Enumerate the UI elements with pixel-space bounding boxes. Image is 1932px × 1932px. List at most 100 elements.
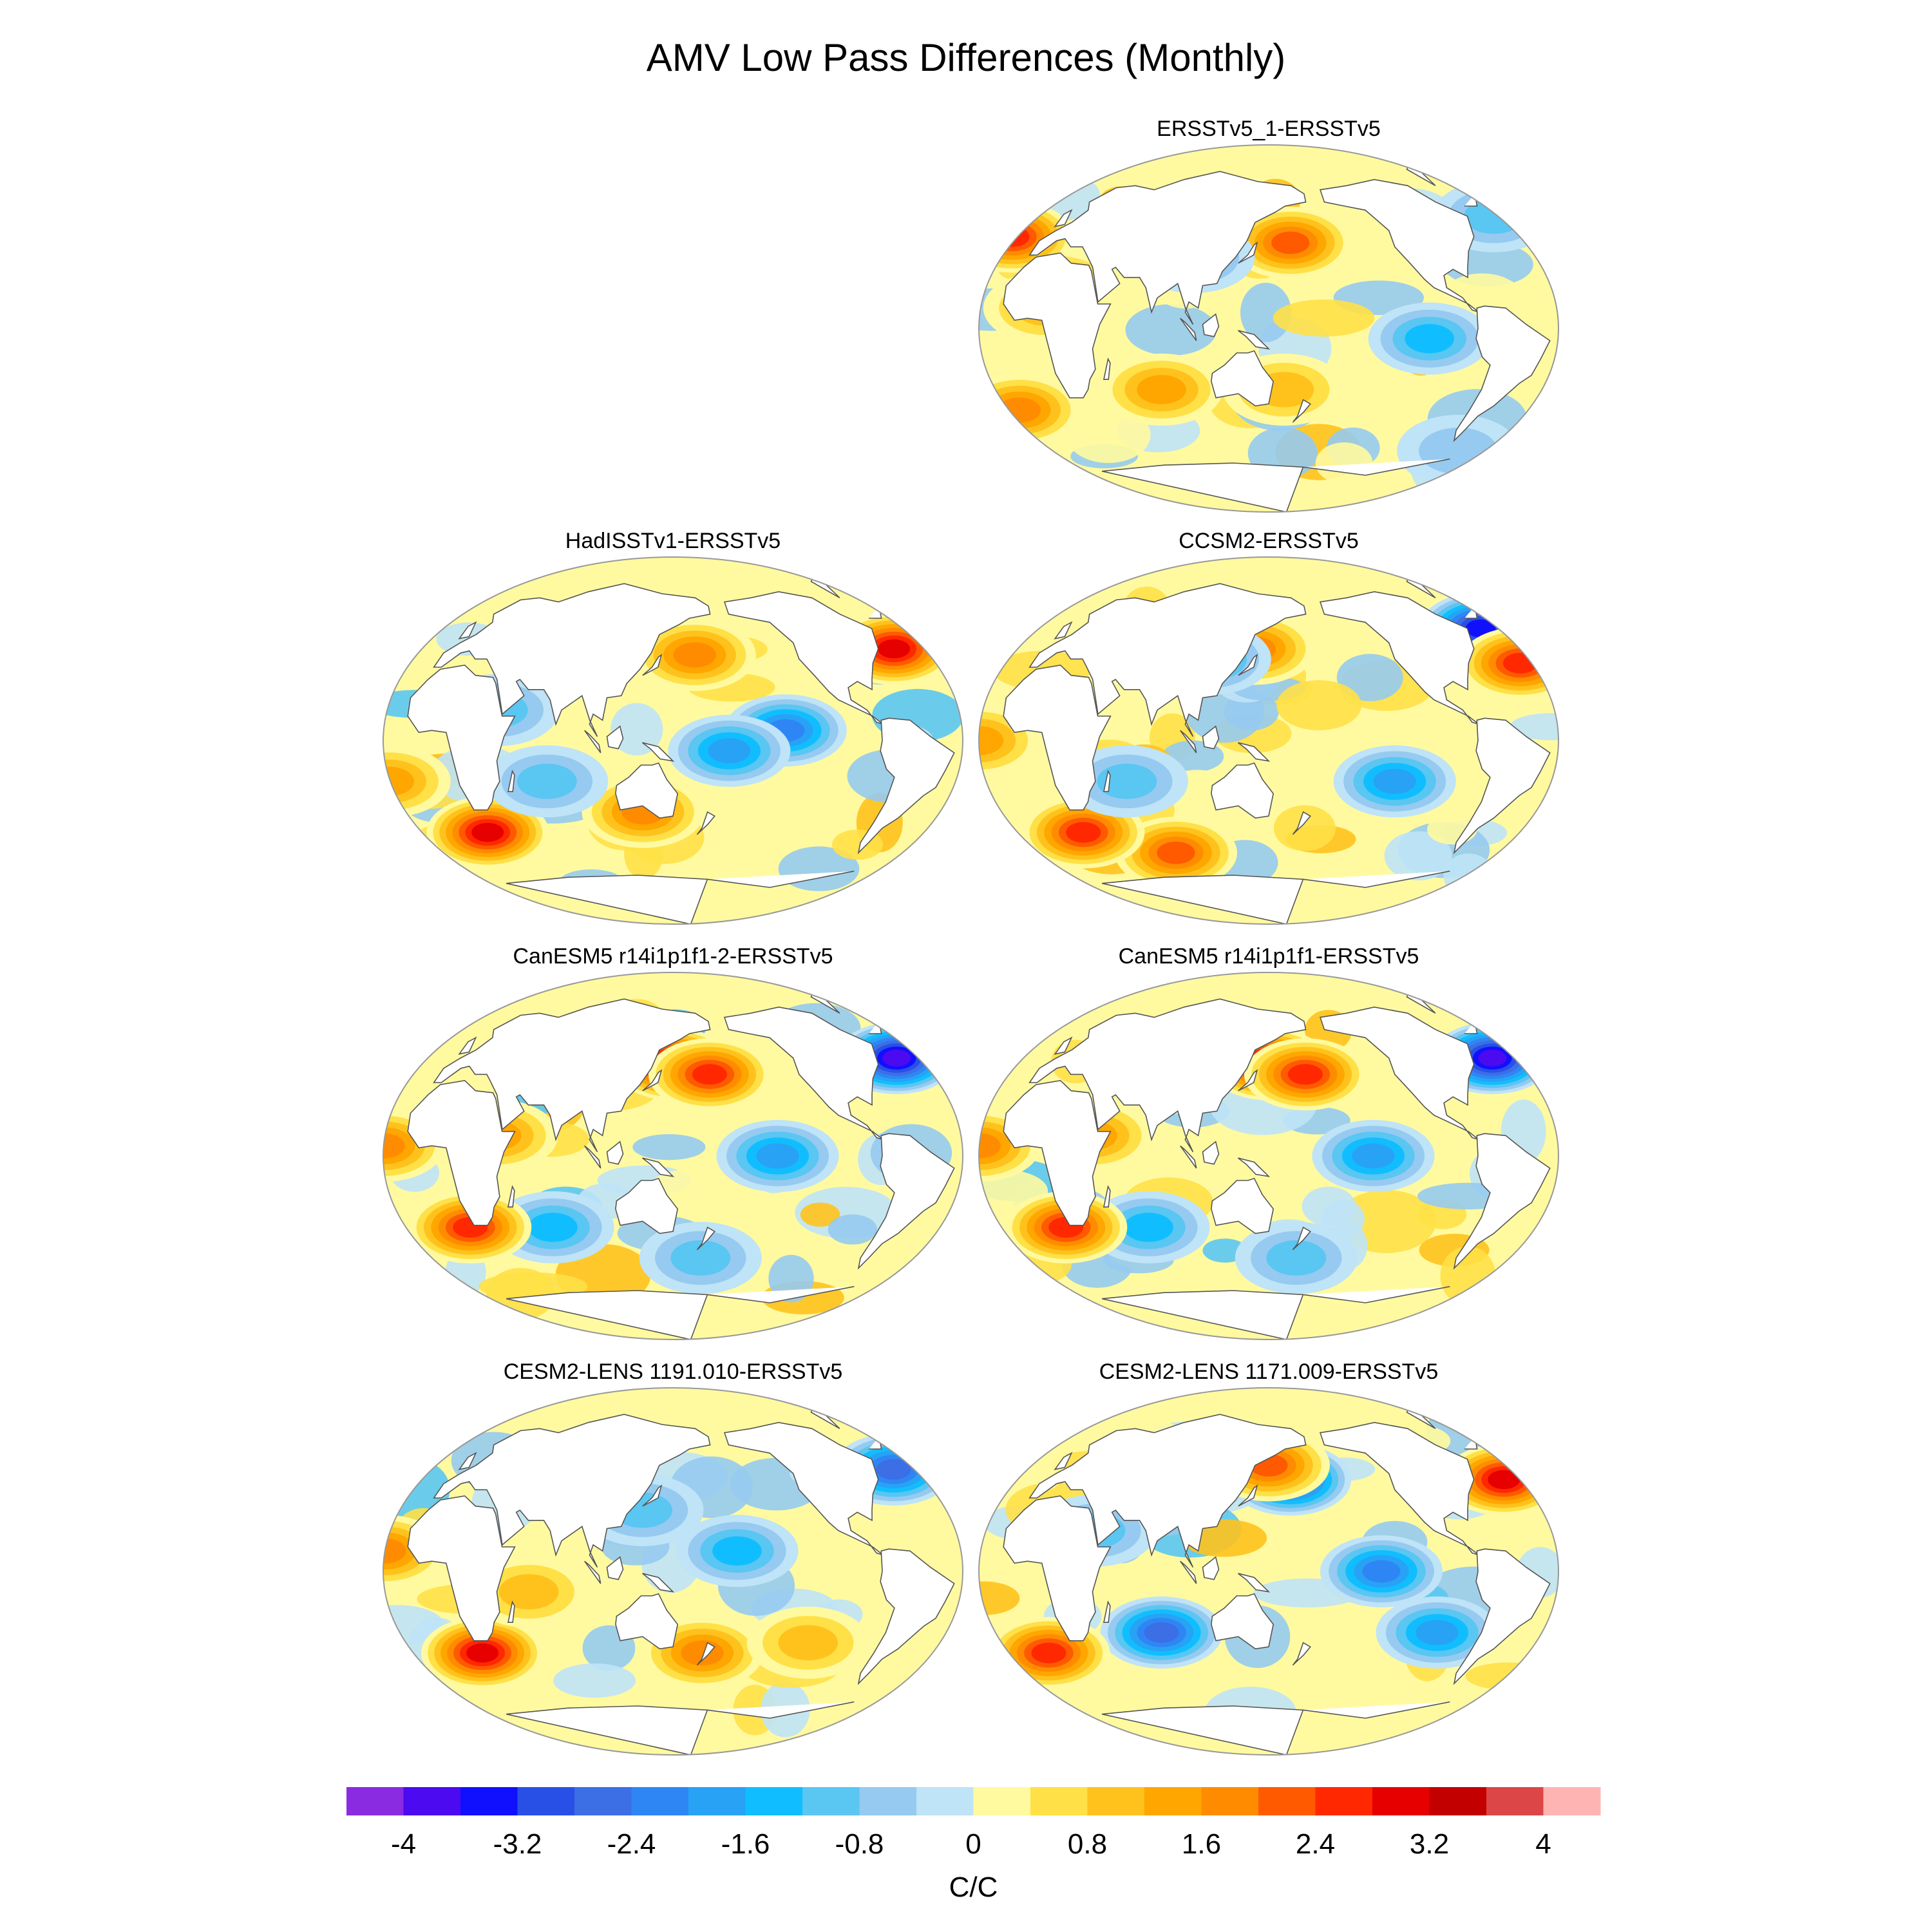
map-panel: CanESM5 r14i1p1f1-2-ERSSTv5 bbox=[383, 944, 963, 1340]
colorbar-swatch bbox=[631, 1787, 689, 1815]
colorbar-swatch bbox=[1486, 1787, 1544, 1815]
anomaly-contour bbox=[979, 726, 1004, 755]
anomaly-contour bbox=[1362, 1560, 1401, 1583]
land-mask bbox=[1238, 654, 1258, 676]
field-blob bbox=[1240, 283, 1292, 343]
land-mask bbox=[1238, 1484, 1258, 1507]
map-field bbox=[979, 145, 1558, 512]
anomaly-contour bbox=[1352, 1143, 1395, 1169]
anomaly-contour bbox=[1416, 1620, 1459, 1645]
anomaly-contour bbox=[383, 766, 415, 797]
panel-title: CESM2-LENS 1171.009-ERSSTv5 bbox=[1099, 1359, 1439, 1384]
land-mask bbox=[1319, 1006, 1479, 1141]
land-mask bbox=[506, 1285, 855, 1340]
colorbar-tick-label: 2.4 bbox=[1296, 1828, 1335, 1860]
colorbar-tick-label: -0.8 bbox=[835, 1828, 884, 1860]
colorbar-swatch bbox=[973, 1787, 1031, 1815]
colorbar-swatch bbox=[745, 1787, 803, 1815]
field-blob bbox=[1324, 1669, 1369, 1700]
anomaly-contour bbox=[670, 1240, 731, 1276]
land-mask bbox=[1003, 1079, 1112, 1226]
anomaly-contour bbox=[1031, 1642, 1066, 1663]
land-mask bbox=[1238, 242, 1258, 264]
land-mask bbox=[857, 1548, 955, 1685]
land-mask bbox=[1453, 717, 1551, 855]
land-mask bbox=[584, 1560, 601, 1584]
map-field bbox=[383, 557, 963, 924]
land-mask bbox=[1180, 730, 1197, 753]
land-mask bbox=[1101, 1285, 1450, 1340]
land-mask bbox=[723, 1006, 884, 1141]
anomaly-contour bbox=[882, 1049, 911, 1067]
field-blob bbox=[632, 1134, 706, 1160]
land-mask bbox=[407, 1079, 516, 1226]
colorbar-swatch bbox=[688, 1787, 746, 1815]
field-blob bbox=[1224, 692, 1279, 731]
figure-title: AMV Low Pass Differences (Monthly) bbox=[647, 36, 1286, 79]
land-mask bbox=[1054, 1036, 1073, 1055]
anomaly-contour bbox=[1478, 1049, 1507, 1067]
land-mask bbox=[1180, 1560, 1197, 1584]
colorbar-swatch bbox=[460, 1787, 518, 1815]
land-mask bbox=[1003, 1495, 1112, 1642]
land-mask bbox=[1292, 399, 1311, 423]
panel-title: CanESM5 r14i1p1f1-2-ERSSTv5 bbox=[513, 944, 833, 969]
land-mask bbox=[696, 1642, 715, 1666]
land-mask bbox=[1292, 811, 1311, 835]
land-mask bbox=[1211, 1593, 1274, 1650]
map-field bbox=[383, 972, 963, 1340]
land-mask bbox=[857, 1133, 955, 1270]
land-mask bbox=[723, 591, 884, 725]
colorbar-units-label: C/C bbox=[949, 1871, 998, 1903]
land-mask bbox=[433, 1414, 711, 1568]
map-field bbox=[979, 557, 1558, 924]
land-mask bbox=[606, 725, 624, 750]
map-field bbox=[979, 1388, 1558, 1755]
anomaly-contour bbox=[1287, 1064, 1323, 1085]
colorbar-swatch bbox=[1030, 1787, 1088, 1815]
land-mask bbox=[507, 1185, 515, 1208]
map-frame bbox=[383, 556, 963, 925]
land-mask bbox=[458, 621, 477, 639]
land-mask bbox=[506, 1701, 855, 1755]
colorbar-swatch bbox=[1144, 1787, 1202, 1815]
panel-title: CanESM5 r14i1p1f1-ERSSTv5 bbox=[1119, 944, 1419, 969]
field-blob bbox=[800, 1202, 840, 1227]
land-mask bbox=[1101, 458, 1450, 512]
colorbar-tick-label: -2.4 bbox=[607, 1828, 656, 1860]
field-blob bbox=[1276, 680, 1362, 730]
colorbar-swatch bbox=[1543, 1787, 1601, 1815]
land-mask bbox=[642, 654, 663, 676]
field-blob bbox=[820, 1555, 891, 1608]
land-mask bbox=[696, 811, 715, 835]
land-mask bbox=[642, 1573, 675, 1593]
anomaly-contour bbox=[1405, 324, 1454, 354]
colorbar-swatch bbox=[1372, 1787, 1430, 1815]
anomaly-contour bbox=[528, 1213, 578, 1242]
field-blob bbox=[1336, 654, 1403, 701]
colorbar-swatch bbox=[916, 1787, 974, 1815]
map-frame bbox=[978, 1387, 1559, 1756]
panel-title: CCSM2-ERSSTv5 bbox=[1179, 529, 1359, 553]
land-mask bbox=[433, 998, 711, 1153]
land-mask bbox=[1028, 171, 1307, 325]
land-mask bbox=[1211, 762, 1274, 819]
colorbar-swatch bbox=[403, 1787, 461, 1815]
anomaly-contour bbox=[1144, 1622, 1179, 1643]
land-mask bbox=[642, 1484, 663, 1507]
land-mask bbox=[407, 664, 516, 811]
land-mask bbox=[615, 1593, 679, 1650]
field-blob bbox=[611, 703, 663, 756]
colorbar-swatch bbox=[802, 1787, 860, 1815]
anomaly-contour bbox=[756, 1143, 799, 1169]
map-frame bbox=[383, 972, 963, 1340]
land-mask bbox=[1103, 1185, 1111, 1208]
field-blob bbox=[1273, 299, 1375, 337]
field-blob bbox=[1125, 304, 1217, 356]
map-panel: CanESM5 r14i1p1f1-ERSSTv5 bbox=[978, 944, 1559, 1340]
land-mask bbox=[1238, 742, 1271, 762]
land-mask bbox=[1202, 1141, 1220, 1165]
colorbar-tick-label: 3.2 bbox=[1410, 1828, 1449, 1860]
anomaly-contour bbox=[681, 1640, 724, 1666]
